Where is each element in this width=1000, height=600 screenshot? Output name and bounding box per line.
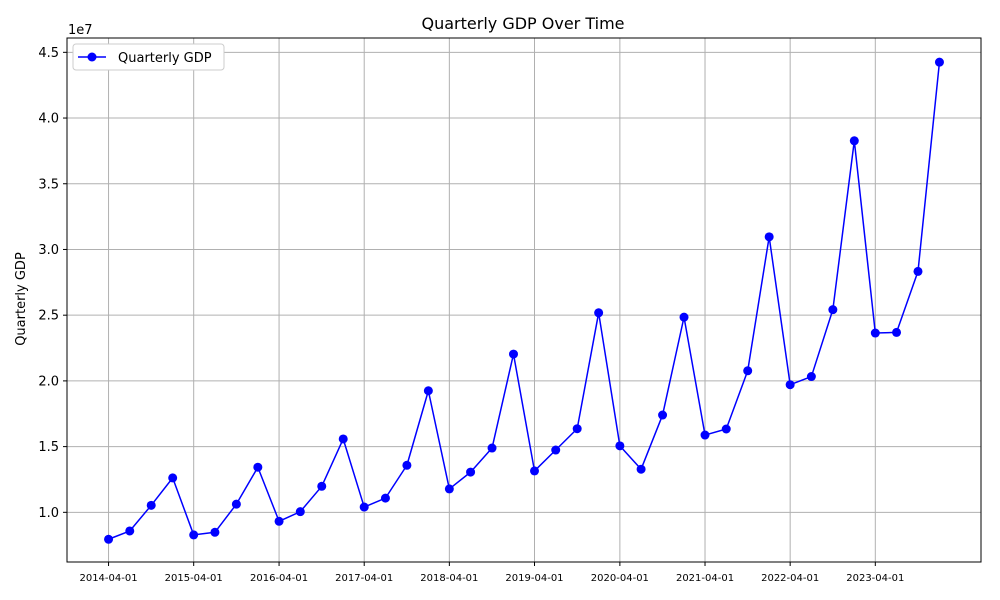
data-point: [892, 327, 902, 337]
data-point: [189, 530, 199, 540]
data-point: [146, 500, 156, 510]
x-tick-label: 2019-04-01: [505, 573, 563, 584]
data-point: [359, 502, 369, 512]
data-point: [743, 366, 753, 376]
data-point: [785, 380, 795, 390]
y-tick-label: 2.5: [38, 309, 59, 324]
data-point: [594, 308, 604, 318]
y-axis-ticks: 1.0 1.5 2.0 2.5 3.0 3.5 4.0 4.5: [38, 46, 67, 521]
data-point: [487, 443, 497, 453]
x-tick-label: 2023-04-01: [846, 573, 904, 584]
legend-box: [72, 43, 225, 71]
y-offset-label: 1e7: [68, 23, 93, 38]
data-point: [658, 410, 668, 420]
legend: Quarterly GDP: [72, 43, 225, 71]
data-point: [274, 516, 284, 526]
series-line: [108, 62, 941, 540]
y-tick-label: 1.0: [38, 506, 59, 521]
x-tick-label: 2022-04-01: [761, 573, 819, 584]
data-point: [913, 266, 923, 276]
y-tick-label: 4.0: [38, 112, 59, 127]
y-tick-label: 4.5: [38, 46, 59, 61]
data-point: [317, 481, 327, 491]
y-tick-label: 2.0: [38, 374, 59, 389]
data-point: [380, 493, 390, 503]
data-point: [572, 424, 582, 434]
x-axis-ticks: 2014-04-01 2015-04-01 2016-04-01 2017-04-01…: [79, 562, 904, 584]
data-point: [253, 462, 263, 472]
x-tick-label: 2017-04-01: [335, 573, 393, 584]
data-point: [168, 473, 178, 483]
data-point: [636, 464, 646, 474]
data-point: [104, 534, 114, 544]
data-point: [870, 328, 880, 338]
x-tick-label: 2014-04-01: [79, 573, 137, 584]
data-point: [125, 526, 135, 536]
data-point: [849, 136, 859, 146]
data-point: [295, 507, 305, 517]
data-point: [402, 460, 412, 470]
x-tick-label: 2018-04-01: [420, 573, 478, 584]
y-axis-label: Quarterly GDP: [14, 252, 29, 346]
x-tick-label: 2020-04-01: [591, 573, 649, 584]
data-point: [679, 312, 689, 322]
data-point: [509, 349, 518, 359]
series-quarterly-gdp: [104, 57, 944, 544]
data-point: [530, 466, 539, 476]
data-point: [423, 386, 433, 396]
data-point: [934, 57, 944, 67]
grid: [67, 38, 981, 562]
data-point: [466, 467, 476, 477]
data-point: [828, 305, 838, 315]
x-tick-label: 2016-04-01: [250, 573, 308, 584]
chart-title: Quarterly GDP Over Time: [422, 14, 625, 33]
data-point: [338, 434, 348, 444]
legend-label: Quarterly GDP: [118, 51, 212, 66]
data-point: [764, 232, 774, 242]
data-point: [444, 484, 454, 494]
y-tick-label: 3.5: [38, 177, 59, 192]
x-tick-label: 2021-04-01: [676, 573, 734, 584]
data-point: [721, 424, 731, 434]
plot-area-frame: [66, 37, 982, 563]
data-point: [700, 430, 710, 440]
data-point: [806, 372, 816, 382]
legend-marker: [87, 52, 97, 62]
data-point: [551, 445, 561, 455]
data-point: [210, 527, 220, 537]
y-tick-label: 1.5: [38, 440, 59, 455]
y-tick-label: 3.0: [38, 243, 59, 258]
x-tick-label: 2015-04-01: [165, 573, 223, 584]
data-point: [615, 441, 625, 451]
data-point: [231, 499, 241, 509]
